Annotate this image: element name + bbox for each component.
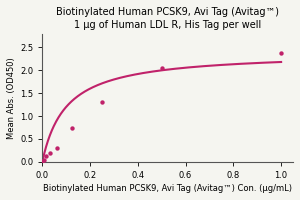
- Y-axis label: Mean Abs. (OD450): Mean Abs. (OD450): [7, 57, 16, 139]
- Point: [159, 66, 164, 70]
- Point: [40, 159, 45, 163]
- Title: Biotinylated Human PCSK9, Avi Tag (Avitag™)
1 μg of Human LDL R, His Tag per wel: Biotinylated Human PCSK9, Avi Tag (Avita…: [56, 7, 279, 30]
- Point: [47, 151, 52, 154]
- Point: [42, 158, 46, 161]
- X-axis label: Biotinylated Human PCSK9, Avi Tag (Avitag™) Con. (μg/mL): Biotinylated Human PCSK9, Avi Tag (Avita…: [43, 184, 292, 193]
- Point: [100, 100, 104, 104]
- Point: [55, 147, 60, 150]
- Point: [44, 155, 49, 158]
- Point: [70, 126, 74, 129]
- Point: [279, 51, 283, 55]
